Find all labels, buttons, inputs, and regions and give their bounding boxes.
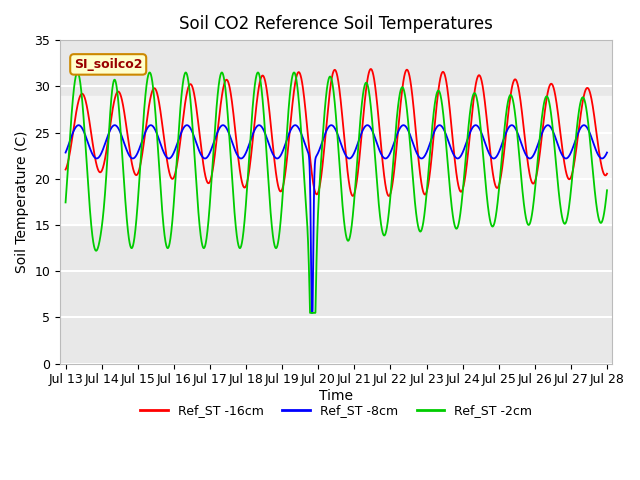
Bar xyxy=(60,96,612,225)
X-axis label: Time: Time xyxy=(319,389,353,403)
Title: Soil CO2 Reference Soil Temperatures: Soil CO2 Reference Soil Temperatures xyxy=(179,15,493,33)
Legend: Ref_ST -16cm, Ref_ST -8cm, Ref_ST -2cm: Ref_ST -16cm, Ref_ST -8cm, Ref_ST -2cm xyxy=(135,399,538,422)
Y-axis label: Soil Temperature (C): Soil Temperature (C) xyxy=(15,131,29,273)
Text: SI_soilco2: SI_soilco2 xyxy=(74,58,143,71)
